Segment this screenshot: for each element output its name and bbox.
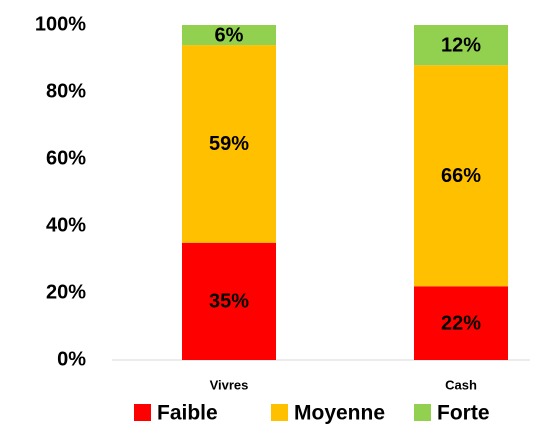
y-tick-label: 60% <box>46 147 86 169</box>
bar-segment <box>414 286 508 360</box>
bar-segment <box>182 45 276 243</box>
legend-label: Forte <box>437 402 490 425</box>
y-tick-label: 0% <box>57 348 86 370</box>
bar-segment <box>182 242 276 360</box>
x-tick-label: Cash <box>445 377 477 392</box>
y-tick-label: 80% <box>46 80 86 102</box>
value-label: 35% <box>209 291 249 313</box>
y-tick-label: 40% <box>46 214 86 236</box>
y-tick-label: 20% <box>46 281 86 303</box>
x-tick-label: Vivres <box>210 377 249 392</box>
legend-swatch <box>414 404 431 421</box>
value-label: 66% <box>441 165 481 187</box>
value-label: 59% <box>209 133 249 155</box>
legend-swatch <box>134 404 151 421</box>
bar-segment <box>414 65 508 287</box>
bar-segment <box>414 25 508 66</box>
value-label: 22% <box>441 312 481 334</box>
value-label: 12% <box>441 34 481 56</box>
legend-label: Moyenne <box>294 402 385 425</box>
legend-swatch <box>271 404 288 421</box>
value-label: 6% <box>215 24 244 46</box>
legend-label: Faible <box>157 402 218 425</box>
y-tick-label: 100% <box>35 13 86 35</box>
bar-segment <box>182 25 276 46</box>
